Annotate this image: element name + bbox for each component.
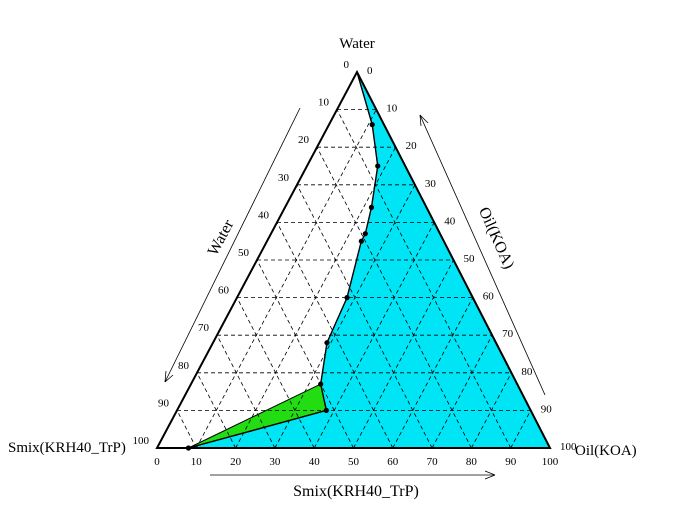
water-tick-label: 40	[258, 209, 270, 221]
oil-tick-labels: 0 10 20 30 40 50 60 70 80 90 100	[367, 65, 577, 453]
vertex-label-top: Water	[339, 36, 374, 52]
boundary-point	[318, 381, 324, 387]
boundary-point	[369, 122, 375, 128]
smix-tick-label: 0	[154, 456, 160, 468]
grid-line-oil	[392, 297, 474, 449]
grid-lines	[176, 109, 532, 449]
axis-label-water: Water	[205, 217, 238, 259]
smix-tick-label: 80	[466, 456, 478, 468]
boundary-point	[323, 407, 329, 413]
water-tick-label: 90	[158, 397, 170, 409]
smix-tick-label: 50	[348, 456, 360, 468]
oil-tick-label: 90	[541, 403, 553, 415]
boundary-point	[344, 295, 350, 301]
guide-arrows	[164, 107, 546, 480]
oil-tick-label: 50	[464, 253, 476, 265]
grid-line-oil	[431, 335, 493, 449]
water-tick-label: 50	[238, 247, 250, 259]
oil-tick-label: 70	[502, 328, 513, 340]
boundary-point	[324, 340, 330, 346]
water-tick-label: 0	[344, 59, 350, 71]
grid-line-smix	[196, 372, 236, 449]
boundary-point	[375, 163, 381, 169]
water-tick-label: 70	[198, 322, 210, 334]
water-tick-label: 100	[133, 435, 150, 447]
grid-line-oil	[353, 259, 454, 449]
smix-tick-label: 30	[269, 456, 281, 468]
oil-tick-label: 20	[406, 140, 418, 152]
smix-tick-label: 10	[191, 456, 203, 468]
axis-label-oil: Oil(KOA)	[475, 205, 517, 272]
grid-line-smix	[236, 297, 315, 449]
axis-label-smix: Smix(KRH40_TrP)	[293, 483, 419, 500]
oil-tick-label: 40	[444, 215, 456, 227]
oil-tick-label: 10	[386, 103, 398, 115]
vertex-label-left: Smix(KRH40_TrP)	[8, 440, 126, 456]
grid-line-smix	[176, 410, 197, 449]
smix-tick-label: 100	[542, 456, 559, 468]
oil-tick-label: 60	[483, 291, 495, 303]
boundary-point	[368, 204, 375, 210]
grid-line-smix	[256, 259, 354, 449]
smix-tick-label: 60	[387, 456, 399, 468]
grid-line-oil	[510, 410, 532, 449]
smix-tick-label: 40	[309, 456, 321, 468]
grid-line-smix	[216, 335, 276, 449]
oil-tick-label: 80	[521, 366, 533, 378]
smix-tick-label: 20	[230, 456, 242, 468]
grid-line-oil	[471, 372, 512, 449]
grid-line-oil	[195, 109, 377, 449]
triangle-outline	[155, 69, 552, 449]
vertex-label-right: Oil(KOA)	[575, 443, 637, 459]
oil-tick-label: 0	[367, 65, 373, 77]
water-tick-label: 20	[298, 134, 310, 146]
grid-line-smix	[296, 184, 433, 449]
smix-tick-label: 70	[427, 456, 439, 468]
water-tick-label: 30	[278, 172, 290, 184]
boundary-point	[362, 231, 368, 237]
grid-line-smix	[336, 109, 512, 449]
water-tick-label: 80	[178, 360, 190, 372]
oil-tick-label: 100	[560, 441, 577, 453]
water-tick-labels: 0 10 20 30 40 50 60 70 80 90 100	[133, 59, 350, 447]
water-tick-label: 60	[218, 285, 230, 297]
smix-tick-label: 90	[505, 456, 517, 468]
oil-tick-label: 30	[425, 178, 437, 190]
water-tick-label: 10	[318, 97, 330, 109]
smix-tick-labels: 0 10 20 30 40 50 60 70 80 90 100	[154, 456, 559, 468]
grid-line-oil	[274, 184, 416, 449]
boundary-point	[358, 238, 364, 244]
